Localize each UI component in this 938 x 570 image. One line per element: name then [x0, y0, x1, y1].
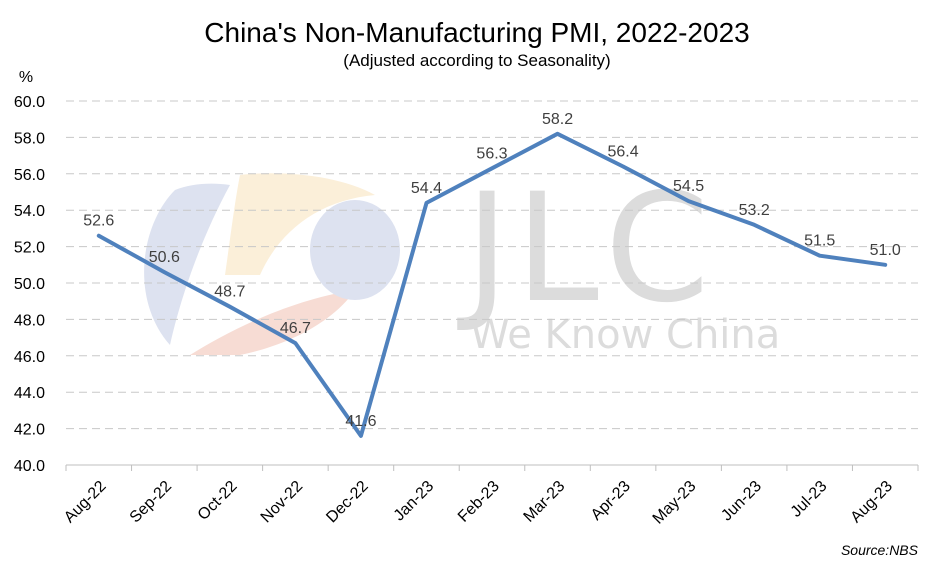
x-tick-label: Feb-23	[455, 478, 503, 526]
y-tick-label: 58.0	[14, 130, 45, 147]
series-group	[96, 131, 888, 438]
y-tick-label: 40.0	[14, 458, 45, 475]
data-label: 52.6	[83, 213, 114, 230]
y-tick-label: 50.0	[14, 276, 45, 293]
data-label: 54.5	[673, 178, 704, 195]
x-tick-label: Jan-23	[391, 478, 438, 525]
series-line-pmi	[96, 131, 888, 438]
y-tick-label: 48.0	[14, 312, 45, 329]
x-tick-label: Dec-22	[323, 478, 372, 527]
data-label: 48.7	[214, 284, 245, 301]
y-tick-label: 54.0	[14, 203, 45, 220]
chart-subtitle: (Adjusted according to Seasonality)	[343, 51, 610, 70]
data-label: 56.4	[608, 144, 639, 161]
y-tick-label: 56.0	[14, 167, 45, 184]
x-tick-label: Jul-23	[788, 478, 831, 521]
data-label: 56.3	[476, 145, 507, 162]
x-tick-label: Oct-22	[195, 478, 241, 524]
y-tick-label: 46.0	[14, 349, 45, 366]
data-label: 51.5	[804, 233, 835, 250]
y-tick-label: 44.0	[14, 385, 45, 402]
x-tick-label: Aug-23	[848, 478, 897, 527]
x-tick-label: Aug-22	[61, 478, 110, 527]
watermark: JLC We Know China	[144, 162, 780, 358]
data-label: 50.6	[149, 249, 180, 266]
watermark-petal-yellow	[225, 173, 375, 275]
y-axis-label: %	[19, 69, 33, 86]
data-label: 53.2	[739, 202, 770, 219]
y-tick-label: 60.0	[14, 94, 45, 111]
data-label: 54.4	[411, 180, 442, 197]
x-tick-marks	[65, 465, 919, 471]
x-tick-label: May-23	[650, 478, 700, 528]
x-tick-label: Nov-22	[258, 478, 307, 527]
x-tick-label: Jun-23	[718, 478, 765, 525]
y-tick-label: 52.0	[14, 240, 45, 257]
data-label: 41.6	[345, 413, 376, 430]
source-note: Source:NBS	[841, 542, 919, 558]
x-tick-labels: Aug-22 Sep-22 Oct-22 Nov-22 Dec-22 Jan-23 Feb-…	[61, 478, 896, 528]
x-tick-label: Sep-22	[127, 478, 176, 527]
watermark-petal-red	[190, 290, 355, 355]
x-tick-label: Mar-23	[521, 478, 569, 526]
data-label: 46.7	[280, 320, 311, 337]
watermark-circle	[310, 200, 400, 300]
y-tick-label: 42.0	[14, 422, 45, 439]
data-labels: 52.6 50.6 48.7 46.7 41.6 54.4 56.3 58.2 56.4 54.5…	[83, 111, 901, 430]
watermark-petal-blue	[144, 183, 230, 345]
data-label: 51.0	[870, 242, 901, 259]
x-tick-label: Apr-23	[588, 478, 634, 524]
data-label: 58.2	[542, 111, 573, 128]
y-tick-labels: 40.0 42.0 44.0 46.0 48.0 50.0 52.0 54.0 56.0 58.0…	[14, 94, 45, 475]
grid-lines	[66, 100, 918, 430]
chart-title: China's Non-Manufacturing PMI, 2022-2023	[204, 17, 749, 48]
